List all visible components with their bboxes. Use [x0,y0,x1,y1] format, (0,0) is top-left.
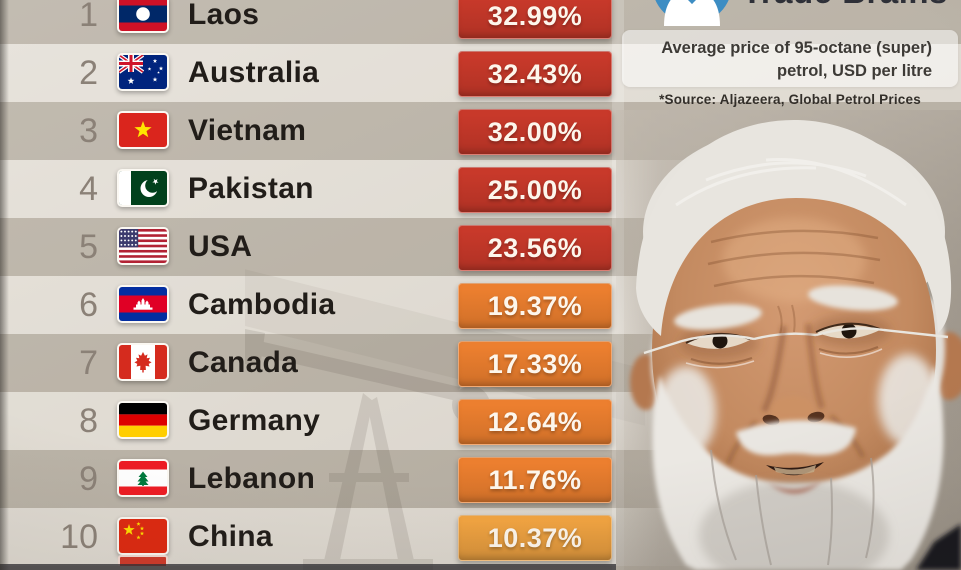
rank-number: 10 [60,518,98,556]
ranking-row: 5 USA 23.56% [0,218,961,276]
trade-brains-logo [655,0,729,26]
ranking-row: 1 Laos 32.99% [0,0,961,44]
rank-number: 6 [79,286,98,324]
country-name: Canada [188,346,299,379]
value-badge: 12.64% [458,399,612,445]
country-name: Cambodia [188,288,336,321]
rank-number: 2 [79,54,98,92]
germany-flag [117,401,169,439]
ranking-row: 8 Germany 12.64% [0,392,961,450]
value-badge: 32.00% [458,109,612,155]
country-name: Laos [188,0,260,31]
country-name: Pakistan [188,172,314,205]
bottom-crop-bar [0,564,616,570]
country-name: USA [188,230,253,263]
value-badge: 19.37% [458,283,612,329]
rank-number: 9 [79,460,98,498]
value-badge: 17.33% [458,341,612,387]
rank-number: 1 [79,0,98,34]
lebanon-flag [117,459,169,497]
canada-flag [117,343,169,381]
australia-flag [117,53,169,91]
value-badge: 32.99% [458,0,612,39]
value-badge: 23.56% [458,225,612,271]
rank-number: 8 [79,402,98,440]
ranking-row: 2 Australia 32.43% [0,44,961,102]
source-note: *Source: Aljazeera, Global Petrol Prices [659,92,921,107]
country-name: Lebanon [188,462,316,495]
pakistan-flag [117,169,169,207]
ranking-row: 7 Canada 17.33% [0,334,961,392]
rank-number: 7 [79,344,98,382]
left-edge-shadow [0,0,9,570]
country-name: China [188,520,273,553]
ranking-row: 9 Lebanon 11.76% [0,450,961,508]
ranking-row: 4 Pakistan 25.00% [0,160,961,218]
value-badge: 32.43% [458,51,612,97]
vietnam-flag [117,111,169,149]
value-badge: 11.76% [458,457,612,503]
value-badge: 25.00% [458,167,612,213]
ranking-row: 3 Vietnam 32.00% [0,102,961,160]
ranking-row: 10 China 10.37% [0,508,961,566]
value-badge: 10.37% [458,515,612,561]
usa-flag [117,227,169,265]
rank-number: 4 [79,170,98,208]
ranking-row: 6 Cambodia 19.37% [0,276,961,334]
country-name: Vietnam [188,114,307,147]
china-flag [117,517,169,555]
modi-portrait [616,110,961,570]
rank-number: 5 [79,228,98,266]
brand-name-cutoff: Trade Brains [742,0,948,11]
country-name: Germany [188,404,321,437]
next-row-flag-sliver [118,555,168,566]
cambodia-flag [117,285,169,323]
chart-subtitle-box: Average price of 95-octane (super) petro… [622,30,958,87]
country-name: Australia [188,56,320,89]
laos-flag [117,0,169,33]
subtitle-line-1: Average price of 95-octane (super) [661,39,932,57]
rank-number: 3 [79,112,98,150]
subtitle-line-2: petrol, USD per litre [777,62,932,81]
